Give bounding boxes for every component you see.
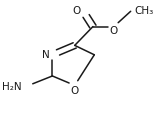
- Text: O: O: [110, 26, 118, 36]
- Text: O: O: [73, 6, 81, 16]
- Text: O: O: [71, 86, 79, 96]
- Text: CH₃: CH₃: [135, 6, 154, 16]
- Text: N: N: [42, 50, 50, 60]
- Text: H₂N: H₂N: [2, 82, 22, 92]
